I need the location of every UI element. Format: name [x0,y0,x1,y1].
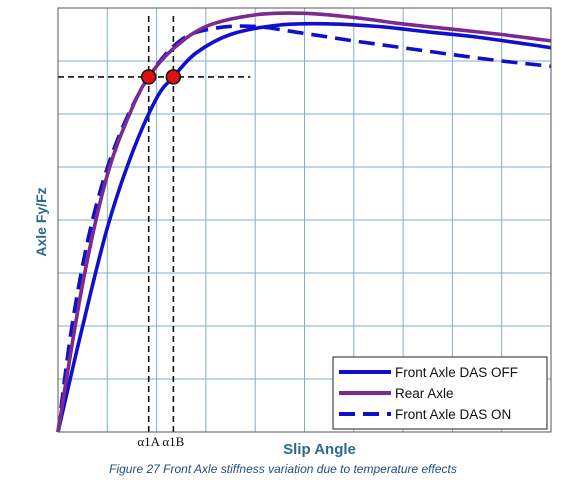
alpha-1A-point [140,69,157,85]
series-line-front-axle-das-on [56,24,552,433]
plot-frame [57,7,552,433]
x-tick-label-alpha-1A-point: α1A [137,434,160,449]
alpha-1B-point [165,69,182,85]
legend-label-rear-axle: Rear Axle [395,386,454,401]
legend: Front Axle DAS OFF Rear Axle Front Axle DA… [332,356,548,430]
x-axis-label: Slip Angle [283,441,356,458]
series-line-rear-axle [56,11,552,433]
reference-lines [58,15,251,432]
x-tick-label-alpha-1B-point: α1B [162,434,184,449]
series-line-front-axle-das-off [56,21,552,433]
legend-label-front-axle-das-on: Front Axle DAS ON [395,407,511,422]
legend-label-front-axle-das-off: Front Axle DAS OFF [395,365,518,380]
y-axis-label: Axle Fy/Fz [33,187,49,256]
grid [58,8,551,432]
x-tick-labels: α1A α1B [137,434,184,449]
series-layer [56,11,552,433]
markers [140,69,182,85]
figure-caption: Figure 27 Front Axle stiffness variation… [109,462,457,476]
